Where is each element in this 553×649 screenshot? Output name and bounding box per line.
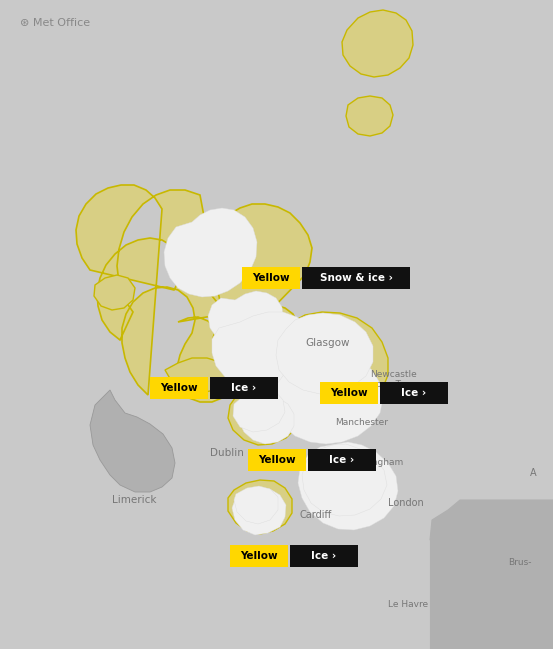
Polygon shape (430, 500, 553, 540)
Polygon shape (208, 291, 283, 348)
Polygon shape (90, 390, 175, 492)
Bar (150, 377, 208, 399)
Text: Ice ›: Ice › (330, 455, 354, 465)
Polygon shape (270, 312, 388, 418)
Polygon shape (274, 355, 383, 444)
Text: Yellow: Yellow (330, 388, 368, 398)
Text: Dublin: Dublin (210, 448, 244, 458)
Text: Ice ›: Ice › (401, 388, 426, 398)
Bar (230, 545, 288, 567)
Bar (380, 382, 448, 404)
Text: Cardiff: Cardiff (300, 510, 332, 520)
Polygon shape (232, 487, 286, 535)
Text: Glasgow: Glasgow (305, 338, 349, 348)
Polygon shape (430, 540, 553, 649)
Bar (242, 267, 300, 289)
Text: Brus-: Brus- (508, 558, 531, 567)
Polygon shape (276, 313, 373, 394)
Text: ⊛ Met Office: ⊛ Met Office (20, 18, 90, 28)
Text: Limerick: Limerick (112, 495, 156, 505)
Text: Ice ›: Ice › (311, 551, 337, 561)
Bar (302, 267, 410, 289)
Text: Birmingham: Birmingham (348, 458, 403, 467)
Text: Snow & ice ›: Snow & ice › (320, 273, 393, 283)
Text: Manchester: Manchester (335, 418, 388, 427)
Bar (320, 382, 378, 404)
Text: Ice ›: Ice › (232, 383, 257, 393)
Polygon shape (76, 185, 312, 402)
Bar (308, 449, 376, 471)
Text: Yellow: Yellow (160, 383, 198, 393)
Polygon shape (233, 390, 285, 432)
Polygon shape (346, 96, 393, 136)
Polygon shape (342, 10, 413, 77)
Text: Yellow: Yellow (240, 551, 278, 561)
Bar (248, 449, 306, 471)
Text: Le Havre: Le Havre (388, 600, 428, 609)
Polygon shape (228, 480, 292, 534)
Polygon shape (165, 358, 228, 393)
Polygon shape (234, 486, 278, 524)
Bar (210, 377, 278, 399)
Text: A: A (530, 468, 536, 478)
Text: Newcastle
upon Tyne: Newcastle upon Tyne (370, 370, 417, 389)
Polygon shape (302, 444, 387, 516)
Polygon shape (164, 208, 257, 297)
Bar (290, 545, 358, 567)
Text: London: London (388, 498, 424, 508)
Polygon shape (228, 384, 300, 445)
Text: Yellow: Yellow (252, 273, 290, 283)
Polygon shape (94, 275, 135, 310)
Polygon shape (212, 312, 314, 388)
Polygon shape (298, 442, 398, 530)
Polygon shape (238, 398, 294, 444)
Text: Yellow: Yellow (258, 455, 296, 465)
